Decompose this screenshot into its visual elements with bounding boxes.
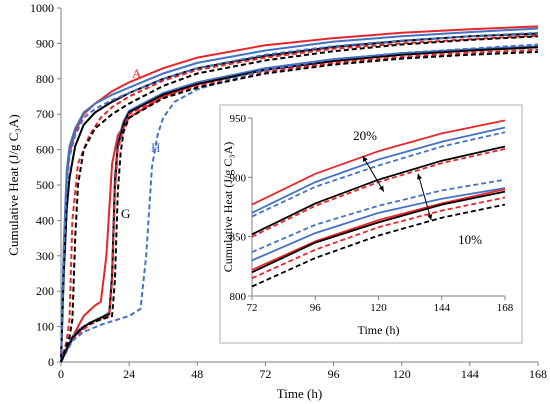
inset-y-axis-title: Cumulative Heat (J/g C₃A)	[221, 142, 235, 273]
inset-series-11	[251, 203, 506, 288]
main-chart: 0 100 200 300 400 500 600 700 800 900 1000 0 24 48 72 9…	[6, 1, 547, 401]
y-axis-title: Cumulative Heat (J/g C₃A)	[6, 114, 21, 255]
curve-label-g: G	[121, 206, 130, 221]
inset-x-tick-label: 72	[247, 302, 258, 314]
inset-y-tick-label: 850	[230, 232, 247, 244]
main-series-12	[60, 50, 539, 363]
x-tick-label: 144	[461, 367, 479, 381]
group-10-arrow-head	[417, 173, 423, 180]
main-series-7	[60, 34, 539, 363]
inset-series-10	[251, 196, 506, 280]
main-series-10	[60, 43, 539, 363]
inset-x-tick-label: 120	[370, 302, 387, 314]
inset-y-tick-label: 950	[230, 113, 247, 125]
curve-label-h: H	[151, 140, 160, 155]
y-tick-label: 700	[36, 107, 54, 121]
x-tick-label: 0	[58, 367, 64, 381]
group-20-arrow-shaft	[362, 155, 385, 192]
x-tick-label: 120	[393, 367, 411, 381]
main-series-9	[60, 31, 539, 363]
inset-x-axis-title: Time (h)	[358, 323, 400, 337]
group-label-1: 20%	[353, 128, 377, 143]
y-tick-label: 400	[36, 213, 54, 227]
main-series-3	[60, 27, 539, 363]
group-10-arrow-head	[427, 214, 433, 221]
y-tick-label: 600	[36, 143, 54, 157]
y-tick-label: 1000	[30, 1, 54, 15]
inset-x-tick-label: 96	[310, 302, 322, 314]
y-tick-label: 100	[36, 320, 54, 334]
group-10-arrow-shaft	[417, 173, 432, 221]
y-tick-label: 200	[36, 284, 54, 298]
y-tick-label: 500	[36, 178, 54, 192]
inset-series-8	[251, 188, 506, 271]
inset-y-tick-label: 900	[230, 172, 247, 184]
y-tick-label: 800	[36, 72, 54, 86]
inset-series-9	[251, 190, 506, 274]
group-20-arrow-head	[378, 185, 384, 192]
inset-chart: 800 850 900 950 72 96 120 144 168 Time (h) Cumulat…	[219, 104, 523, 344]
curve-label-a: A	[132, 66, 142, 81]
group-20-arrow-head	[362, 155, 368, 162]
y-tick-label: 900	[36, 36, 54, 50]
x-tick-label: 24	[123, 367, 135, 381]
inset-series-1	[251, 119, 506, 206]
inset-series-3	[251, 131, 506, 218]
y-tick-label: 300	[36, 249, 54, 263]
x-tick-label: 96	[328, 367, 340, 381]
group-label-2: 10%	[458, 232, 482, 247]
x-tick-label: 72	[259, 367, 271, 381]
inset-y-tick-label: 800	[230, 291, 247, 303]
inset-series-2	[251, 126, 506, 214]
x-axis-title: Time (h)	[277, 386, 322, 401]
main-series-8	[60, 48, 539, 363]
y-tick-label: 0	[48, 355, 54, 369]
inset-series-7	[251, 187, 506, 262]
x-tick-label: 168	[529, 367, 547, 381]
inset-x-tick-label: 144	[434, 302, 451, 314]
inset-x-tick-label: 168	[497, 302, 514, 314]
x-tick-label: 48	[191, 367, 203, 381]
main-series-11	[60, 35, 539, 363]
inset-series-4	[251, 145, 506, 236]
